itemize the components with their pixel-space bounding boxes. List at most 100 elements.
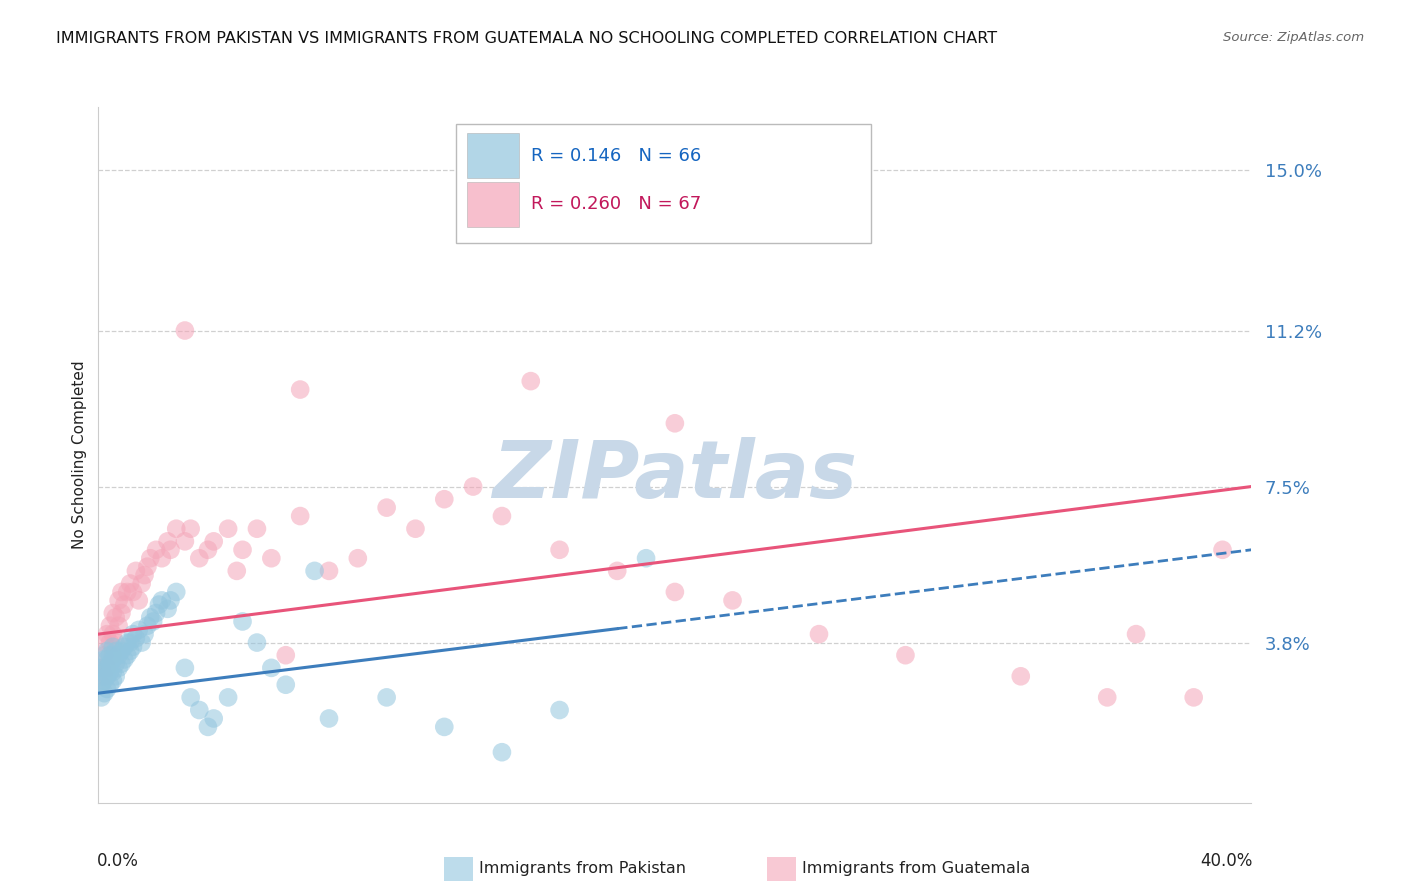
Point	[197, 542, 219, 557]
Point	[101, 665, 124, 679]
Point	[96, 627, 118, 641]
Point	[134, 568, 156, 582]
Point	[90, 669, 112, 683]
Point	[93, 665, 115, 679]
Point	[110, 657, 132, 671]
Point	[491, 509, 513, 524]
Point	[260, 551, 283, 566]
Point	[461, 479, 484, 493]
Point	[150, 593, 173, 607]
Point	[107, 661, 129, 675]
Point	[290, 509, 312, 524]
Bar	[444, 857, 472, 881]
Point	[134, 627, 156, 641]
Point	[98, 665, 121, 679]
Point	[90, 661, 112, 675]
Point	[128, 623, 150, 637]
Point	[104, 657, 127, 671]
Point	[1097, 690, 1119, 705]
Point	[807, 627, 830, 641]
Point	[148, 598, 170, 612]
Y-axis label: No Schooling Completed: No Schooling Completed	[72, 360, 87, 549]
Point	[606, 564, 628, 578]
Point	[274, 648, 297, 663]
Point	[122, 627, 145, 641]
Point	[98, 657, 121, 671]
Point	[636, 551, 658, 566]
Point	[142, 615, 165, 629]
Point	[1212, 542, 1234, 557]
Point	[139, 551, 162, 566]
Point	[520, 374, 543, 388]
Point	[174, 534, 197, 549]
Point	[128, 593, 150, 607]
Point	[260, 661, 283, 675]
Point	[894, 648, 917, 663]
Bar	[768, 857, 796, 881]
Point	[122, 640, 145, 654]
Text: Source: ZipAtlas.com: Source: ZipAtlas.com	[1223, 31, 1364, 45]
Point	[131, 635, 153, 649]
Point	[246, 522, 269, 536]
Text: R = 0.260   N = 67: R = 0.260 N = 67	[531, 195, 702, 213]
Point	[112, 640, 135, 654]
Point	[156, 602, 179, 616]
Point	[304, 564, 326, 578]
Point	[104, 669, 127, 683]
Point	[225, 564, 247, 578]
Point	[136, 618, 159, 632]
Point	[96, 661, 118, 675]
Point	[1125, 627, 1147, 641]
Point	[107, 618, 129, 632]
Point	[165, 585, 187, 599]
Point	[174, 661, 197, 675]
Point	[104, 610, 127, 624]
Point	[664, 585, 686, 599]
Point	[318, 564, 340, 578]
Point	[93, 652, 115, 666]
Point	[156, 534, 179, 549]
Point	[90, 690, 112, 705]
Point	[98, 678, 121, 692]
Point	[107, 593, 129, 607]
Point	[101, 606, 124, 620]
Text: Immigrants from Pakistan: Immigrants from Pakistan	[479, 862, 686, 877]
Point	[98, 648, 121, 663]
Point	[98, 618, 121, 632]
Point	[165, 522, 187, 536]
Point	[150, 551, 173, 566]
Point	[433, 720, 456, 734]
Text: Immigrants from Guatemala: Immigrants from Guatemala	[801, 862, 1031, 877]
Point	[217, 522, 239, 536]
Point	[96, 652, 118, 666]
Point	[246, 635, 269, 649]
Point	[112, 652, 135, 666]
Point	[159, 542, 181, 557]
Point	[96, 661, 118, 675]
Point	[188, 703, 211, 717]
Point	[93, 635, 115, 649]
Point	[96, 681, 118, 696]
Point	[1010, 669, 1032, 683]
Point	[548, 542, 571, 557]
Point	[290, 383, 312, 397]
Point	[101, 640, 124, 654]
Point	[664, 417, 686, 431]
Text: ZIPatlas: ZIPatlas	[492, 437, 858, 515]
Point	[90, 678, 112, 692]
Point	[93, 686, 115, 700]
Point	[117, 648, 139, 663]
Point	[721, 593, 744, 607]
Point	[375, 690, 398, 705]
Point	[104, 635, 127, 649]
Point	[110, 585, 132, 599]
Point	[346, 551, 368, 566]
Point	[174, 324, 197, 338]
Bar	[456, 124, 870, 243]
Point	[548, 703, 571, 717]
Point	[101, 648, 124, 663]
Point	[159, 593, 181, 607]
Point	[110, 606, 132, 620]
Point	[145, 606, 167, 620]
Point	[110, 644, 132, 658]
